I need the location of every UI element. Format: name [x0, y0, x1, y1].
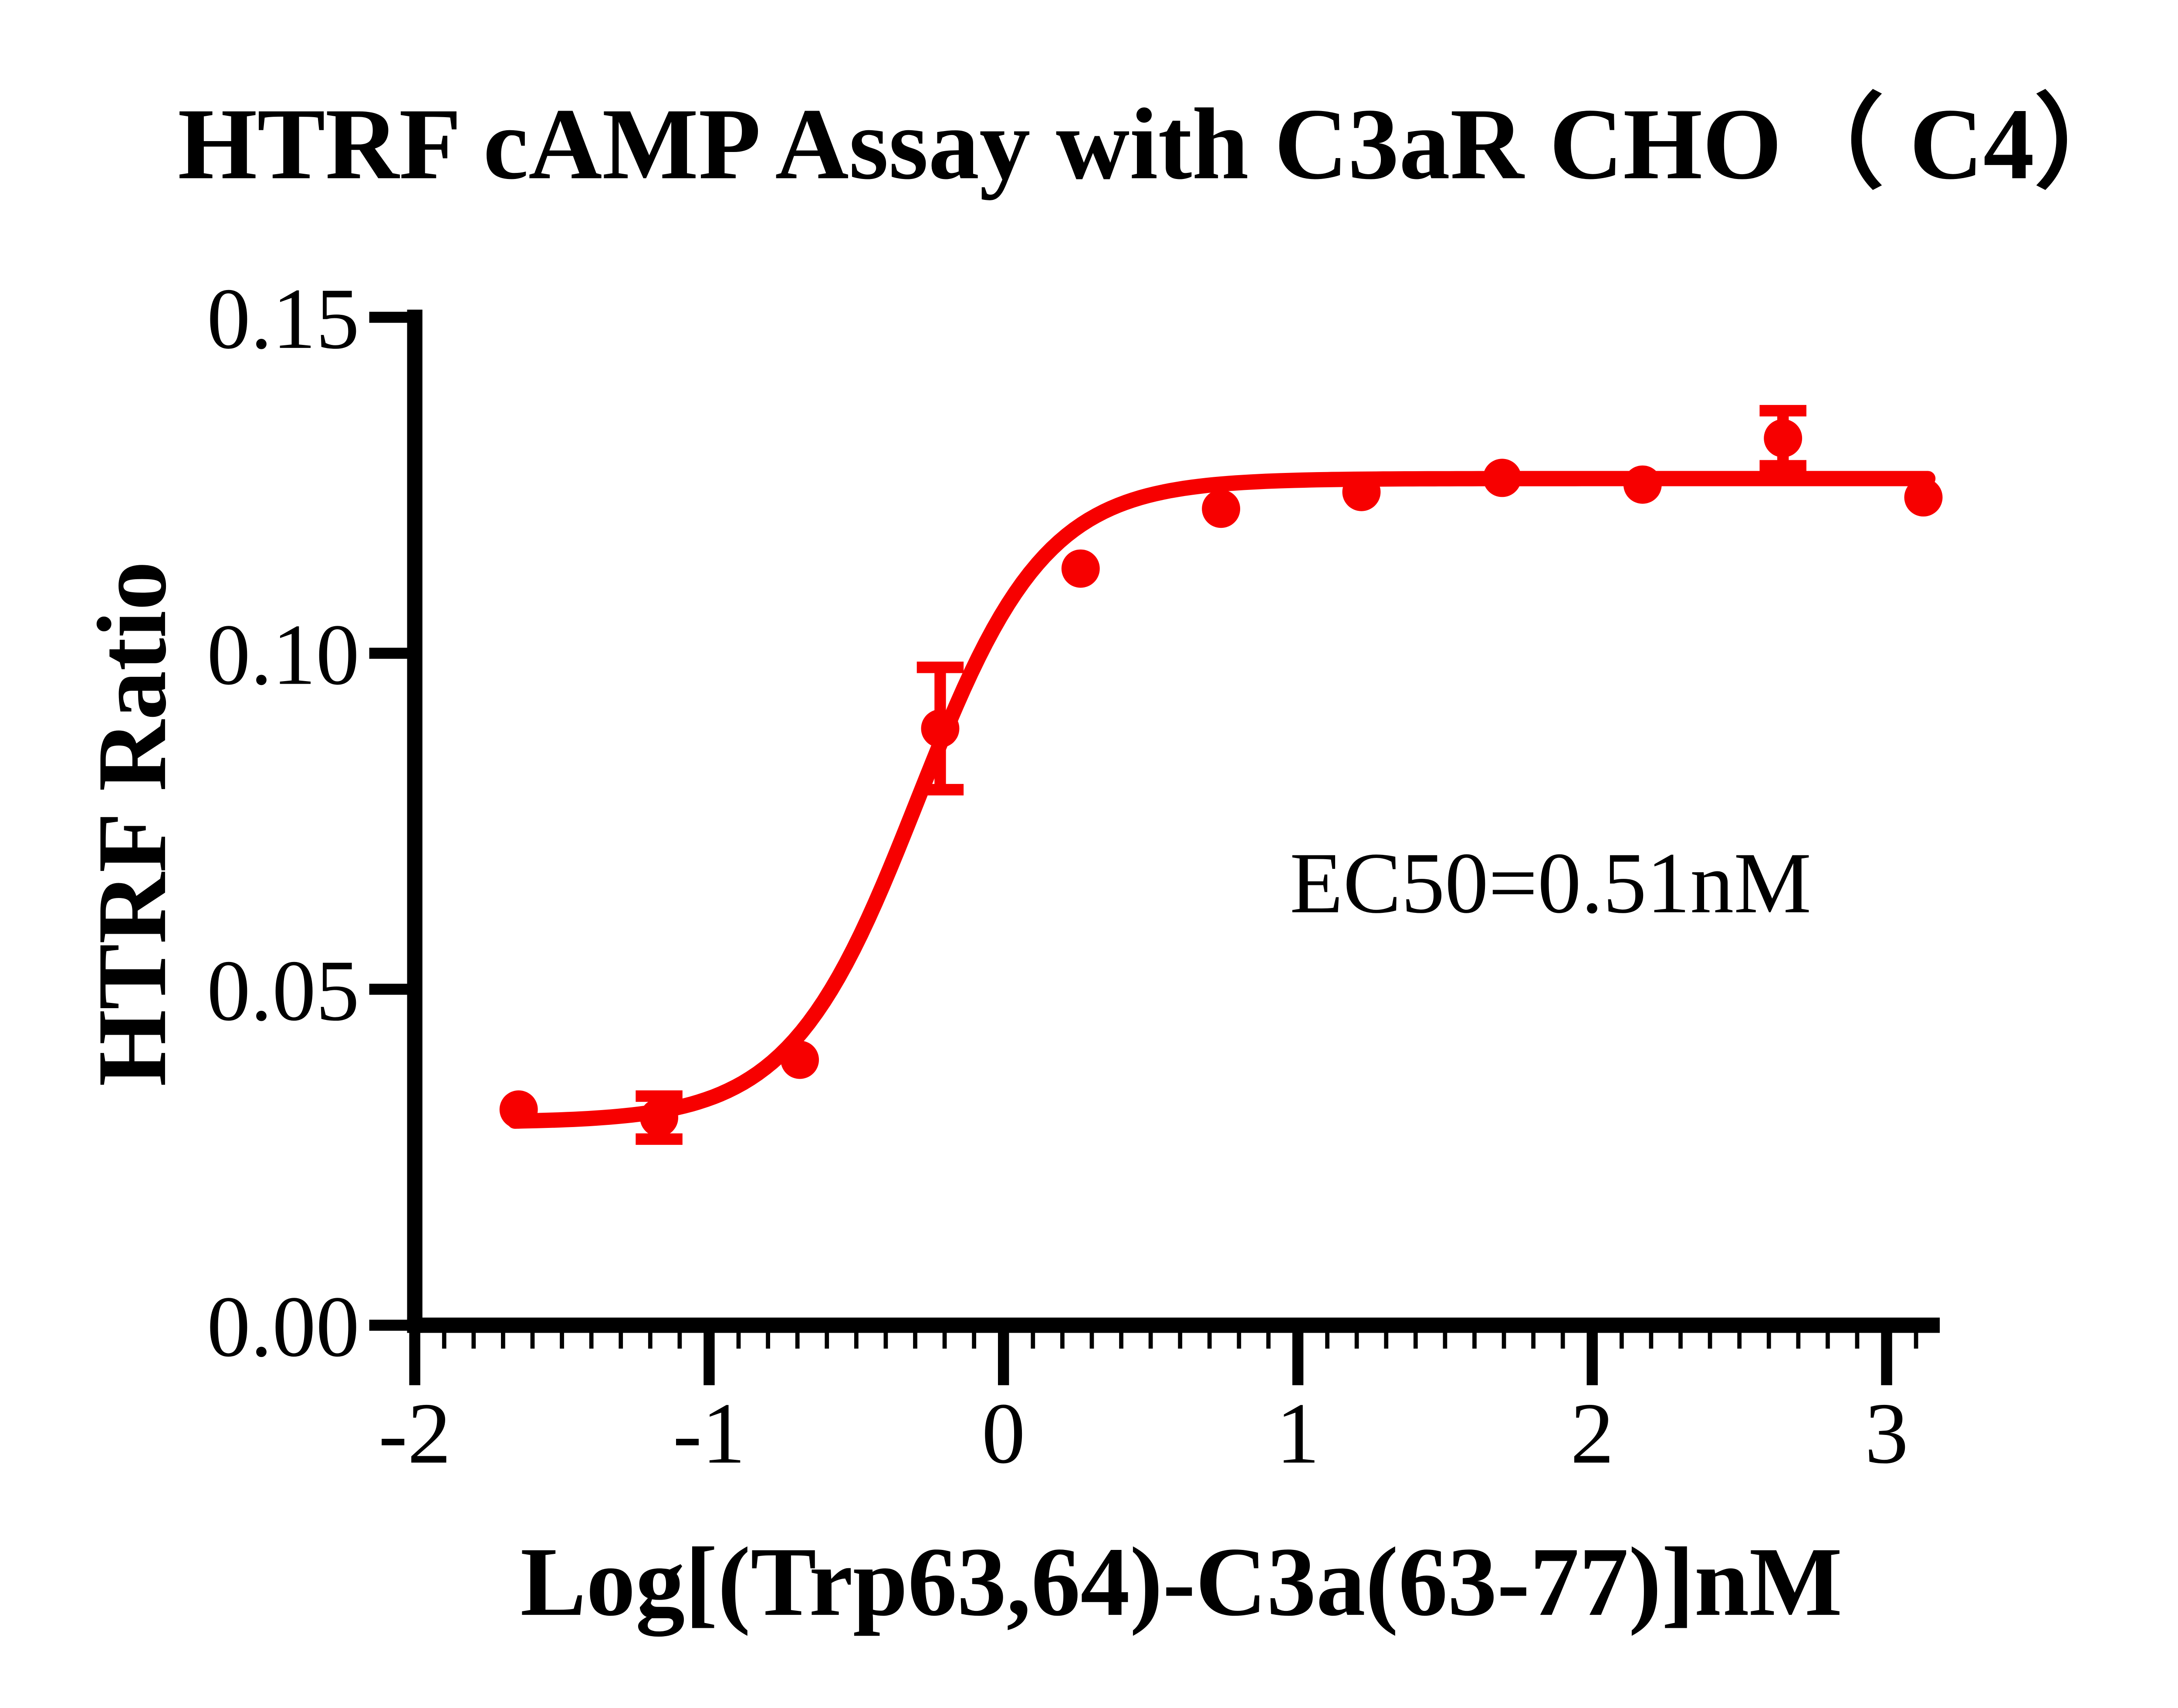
data-point-marker — [1342, 473, 1381, 511]
data-point-marker — [1483, 459, 1522, 497]
y-tick-label-0.00: 0.00 — [207, 1279, 359, 1375]
data-point-marker — [499, 1090, 538, 1129]
y-tick-labels: 0.00 0.05 0.10 0.15 — [207, 271, 359, 1375]
y-tick-label-0.10: 0.10 — [207, 607, 359, 703]
x-axis-major-ticks — [409, 1325, 1892, 1385]
x-tick-label--2: -2 — [379, 1385, 451, 1482]
chart-title: HTRF cAMP Assay with C3aR CHO（ C4） — [178, 87, 2136, 200]
data-points — [499, 419, 1943, 1137]
data-point-marker — [1904, 478, 1943, 517]
data-point-marker — [1061, 549, 1100, 588]
data-point-marker — [640, 1098, 678, 1137]
y-axis-title: HTRF Ratio — [78, 561, 187, 1087]
ec50-annotation: EC50=0.51nM — [1290, 835, 1811, 932]
x-tick-label-3: 3 — [1865, 1385, 1908, 1482]
y-tick-label-0.15: 0.15 — [207, 271, 359, 367]
data-point-marker — [921, 709, 960, 748]
sigmoid-fit-curve — [507, 471, 1936, 1129]
x-tick-labels: -2 -1 0 1 2 3 — [379, 1385, 1908, 1482]
x-tick-label-0: 0 — [982, 1385, 1025, 1482]
data-point-marker — [1202, 489, 1241, 528]
axes — [407, 310, 1940, 1333]
x-axis-title: Log[(Trp63,64)-C3a(63-77)]nM — [521, 1527, 1843, 1637]
fit-curve — [507, 471, 1936, 1129]
x-tick-label--1: -1 — [673, 1385, 746, 1482]
x-tick-label-1: 1 — [1276, 1385, 1319, 1482]
data-point-marker — [1623, 465, 1662, 504]
y-tick-label-0.05: 0.05 — [207, 943, 359, 1039]
data-point-marker — [781, 1040, 819, 1079]
data-point-marker — [1764, 419, 1803, 458]
x-tick-label-2: 2 — [1570, 1385, 1614, 1482]
